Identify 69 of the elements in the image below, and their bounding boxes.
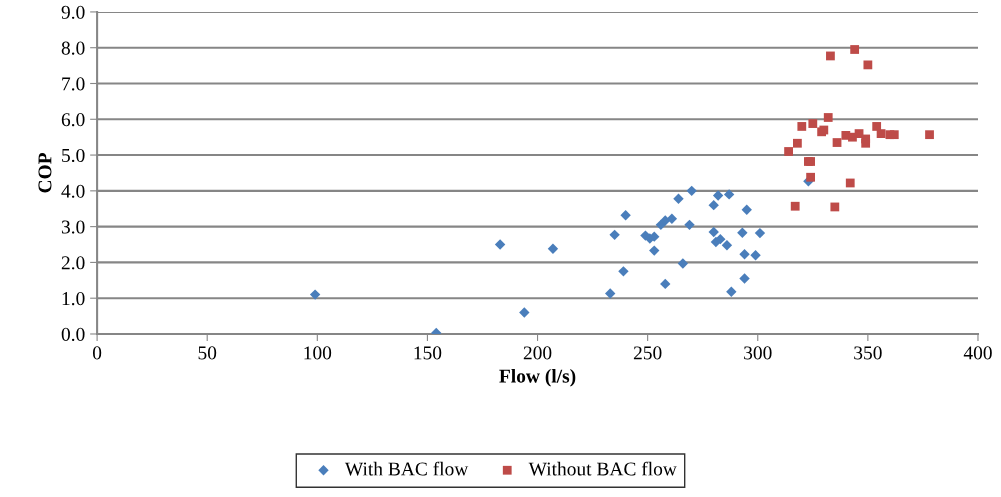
point (712, 190, 724, 201)
y-tick-label: 5.0 (62, 148, 85, 163)
x-tick-label: 150 (414, 346, 442, 360)
point (721, 240, 733, 251)
y-tick-label: 0.0 (61, 327, 85, 342)
point (605, 288, 616, 299)
x-tick-label: 400 (963, 346, 992, 360)
legend-label: With BAC flow (344, 461, 469, 476)
point (739, 248, 750, 260)
point (830, 202, 840, 212)
point (784, 147, 793, 156)
point (609, 229, 620, 241)
point (797, 122, 807, 131)
point (823, 113, 833, 122)
point (754, 227, 766, 239)
x-tick-label: 300 (744, 346, 772, 360)
point (925, 130, 934, 140)
point (715, 233, 726, 245)
point (309, 289, 321, 300)
point (861, 138, 871, 148)
point (876, 129, 886, 138)
point (547, 243, 559, 255)
point (708, 199, 719, 211)
point (723, 189, 735, 200)
point (850, 45, 860, 54)
y-tick-label: 1.0 (62, 292, 85, 306)
x-axis-title: Flow (l/s) (499, 368, 576, 387)
x-tick-label: 250 (633, 346, 662, 360)
x-tick-label: 200 (523, 346, 552, 360)
point (708, 226, 719, 238)
point (737, 227, 748, 238)
point (826, 51, 835, 61)
point (750, 250, 761, 261)
point (494, 239, 506, 250)
x-tick-label: 100 (304, 346, 332, 360)
y-tick-label: 7.0 (62, 77, 85, 91)
point (806, 172, 815, 182)
point (686, 185, 697, 197)
point (832, 138, 842, 147)
point (863, 60, 873, 70)
point (660, 278, 671, 290)
x-tick-label: 350 (854, 346, 882, 360)
point (872, 122, 882, 131)
y-tick-label: 6.0 (61, 113, 85, 127)
y-tick-label: 9.0 (61, 5, 85, 19)
y-tick-label: 4.0 (61, 184, 85, 198)
point (620, 209, 631, 221)
legend-label: Without BAC flow (528, 461, 677, 476)
y-axis-title: COP (38, 152, 52, 193)
point (673, 193, 684, 204)
point (793, 138, 802, 148)
point (677, 258, 689, 269)
point (684, 219, 695, 231)
point (739, 273, 750, 284)
point (618, 266, 629, 277)
point (741, 204, 752, 216)
point (726, 286, 737, 297)
x-tick-label: 50 (198, 346, 217, 360)
point (889, 130, 899, 140)
point (790, 201, 800, 211)
point (666, 213, 678, 224)
point (649, 245, 660, 256)
y-tick-label: 3.0 (61, 220, 85, 234)
point (519, 307, 530, 318)
y-tick-label: 8.0 (61, 41, 85, 55)
y-tick-label: 2.0 (61, 256, 85, 270)
point (845, 178, 855, 188)
x-tick-label: 0 (92, 346, 102, 360)
point (808, 119, 818, 128)
